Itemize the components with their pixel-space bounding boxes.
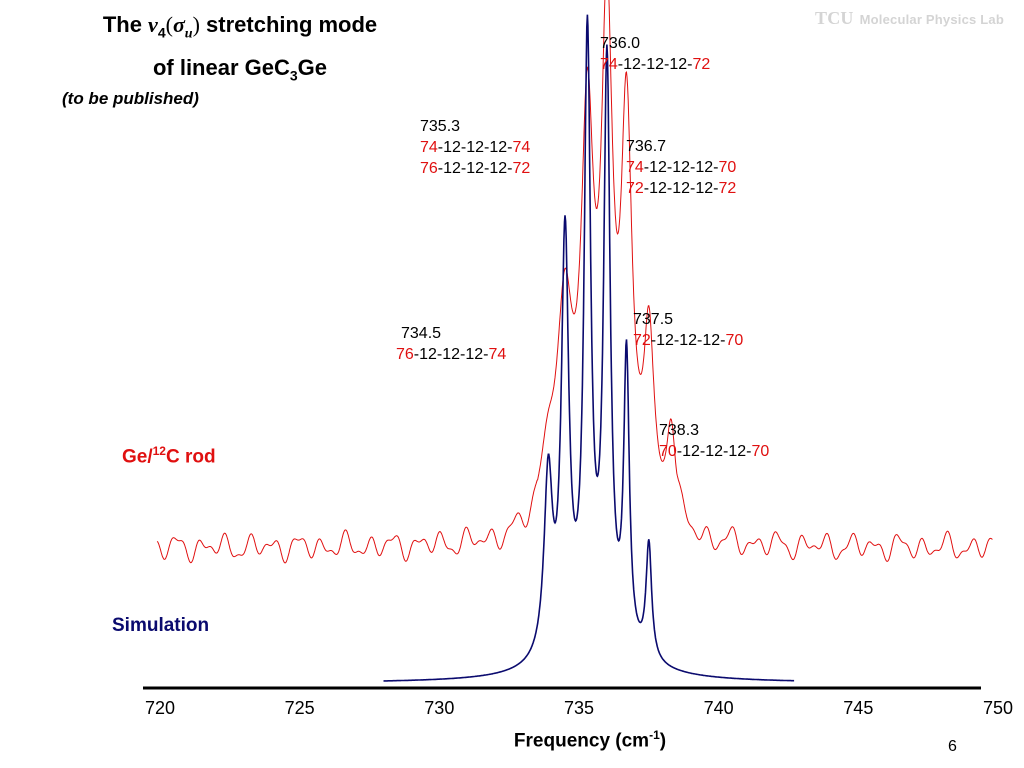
peak-annotation-736-7: 736.7 74-12-12-12-70 72-12-12-12-72 <box>626 138 737 197</box>
nu-symbol: ν <box>148 12 158 37</box>
page-title: The ν4(σu) stretching mode of linear GeC… <box>102 12 378 84</box>
simulation-series-line <box>383 14 795 682</box>
peak-annotation-735-3: 735.3 74-12-12-12-74 76-12-12-12-72 <box>420 118 531 177</box>
lab-logo: TCU Molecular Physics Lab <box>815 8 1004 28</box>
peak-annotation-734-5: 734.5 76-12-12-12-74 <box>396 325 507 363</box>
simulation-series-label: Simulation <box>112 615 210 636</box>
peak-annotation-738-3: 738.3 70-12-12-12-70 <box>659 422 770 460</box>
experiment-series-label: Ge/12C rod <box>122 444 216 468</box>
x-tick-label-745: 745 <box>843 698 873 718</box>
experiment-series-line <box>156 0 993 564</box>
tcu-logo-icon: TCU <box>815 8 854 28</box>
x-axis-label: Frequency (cm-1) <box>513 728 667 752</box>
page-number: 6 <box>948 738 957 755</box>
x-tick-label-730: 730 <box>424 698 454 718</box>
peak-annotation-736-0: 736.0 74-12-12-12-72 <box>600 35 711 73</box>
sigma-symbol: σ <box>172 12 185 37</box>
subtitle: (to be published) <box>62 89 199 108</box>
x-tick-label-720: 720 <box>145 698 175 718</box>
x-tick-label-750: 750 <box>983 698 1013 718</box>
x-tick-label-740: 740 <box>704 698 734 718</box>
x-tick-label-725: 725 <box>285 698 315 718</box>
peak-annotation-737-5: 737.5 72-12-12-12-70 <box>633 311 744 349</box>
x-tick-labels: 720 725 730 735 740 745 750 <box>145 698 1013 718</box>
x-tick-label-735: 735 <box>564 698 594 718</box>
